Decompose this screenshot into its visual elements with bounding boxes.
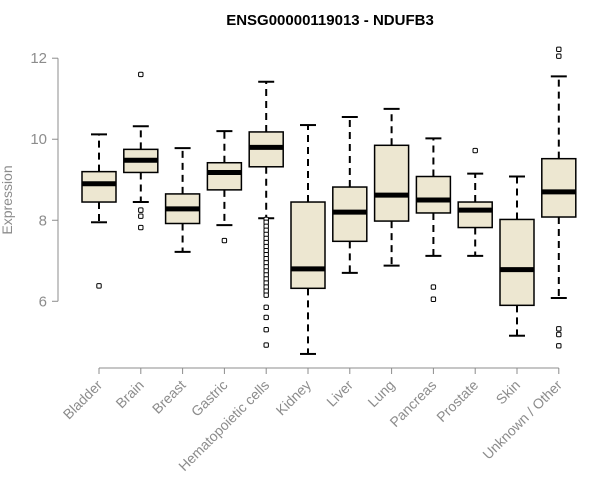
box-iqr (373, 144, 410, 222)
chart-title: ENSG00000119013 - NDUFB3 (226, 12, 434, 29)
outlier-point (430, 284, 437, 290)
y-tick-label: 10 (30, 131, 47, 148)
outlier-point (263, 326, 269, 333)
outlier-point (138, 207, 144, 213)
outlier-point (138, 71, 144, 78)
box-group (332, 115, 368, 274)
x-tick-label: Breast (149, 377, 189, 417)
y-axis: 6 8 10 12 (30, 50, 59, 310)
box-iqr (206, 161, 243, 191)
outlier-point (138, 213, 144, 219)
x-tick-label: Unknown / Other (479, 377, 565, 463)
box-group (499, 175, 535, 337)
box-group (290, 124, 326, 355)
x-tick-label: Lung (364, 377, 397, 410)
box-iqr (499, 218, 535, 307)
outlier-point (472, 147, 478, 154)
outlier-point (556, 326, 562, 332)
outlier-point (556, 343, 562, 349)
box-iqr (81, 170, 117, 203)
outlier-point (263, 342, 269, 348)
outlier-point (556, 331, 562, 338)
outlier-point (556, 53, 562, 59)
box-group (81, 133, 117, 289)
box-group (164, 147, 201, 253)
x-tick-label: Liver (323, 377, 356, 410)
box-iqr (290, 201, 326, 290)
x-tick-label: Kidney (273, 377, 315, 419)
box-group (415, 137, 452, 302)
outlier-point (263, 314, 269, 321)
y-tick-label: 12 (30, 50, 47, 67)
x-tick-label: Skin (493, 377, 524, 408)
box-series (81, 46, 577, 355)
box-group (123, 71, 159, 231)
outlier-point (556, 46, 562, 52)
outlier-point (263, 304, 269, 311)
box-group (541, 46, 577, 349)
box-group (206, 130, 243, 244)
outlier-point (430, 296, 437, 302)
box-iqr (541, 157, 577, 218)
outlier-point (96, 283, 102, 289)
x-tick-label: Bladder (60, 377, 106, 423)
box-group (248, 80, 284, 348)
x-tick-label: Prostate (433, 377, 481, 425)
box-iqr (457, 201, 493, 229)
outlier-point (221, 237, 228, 244)
box-group (373, 107, 410, 267)
outlier-point (263, 292, 269, 298)
y-axis-label: Expression (0, 165, 15, 234)
y-tick-label: 8 (39, 212, 47, 229)
y-tick-label: 6 (39, 293, 47, 310)
box-group (457, 147, 493, 257)
box-iqr (415, 175, 452, 214)
x-tick-label: Brain (112, 377, 146, 411)
outlier-point (138, 224, 144, 231)
